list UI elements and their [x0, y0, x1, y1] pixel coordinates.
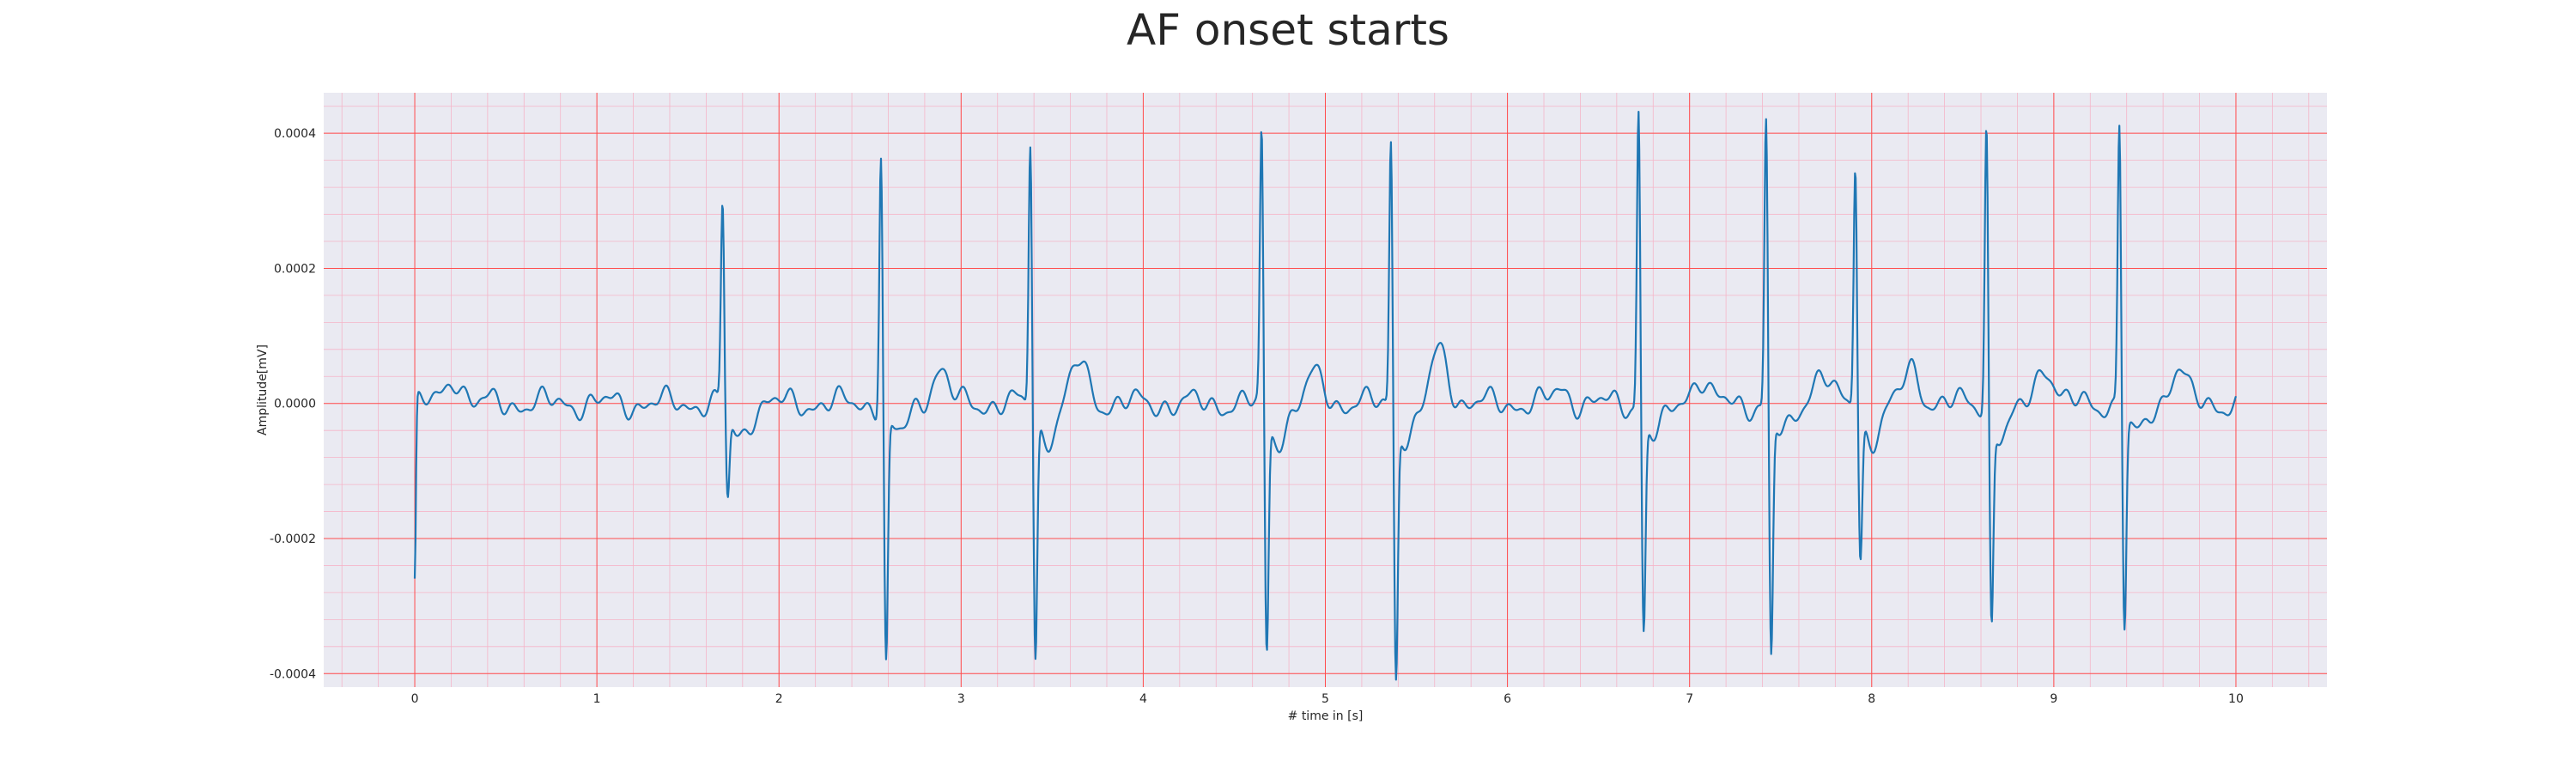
x-tick-label: 9: [2050, 692, 2057, 706]
y-tick-label: -0.0004: [270, 667, 316, 681]
y-tick-label: 0.0004: [274, 127, 316, 141]
x-tick-label: 4: [1139, 692, 1147, 706]
x-tick-label: 5: [1321, 692, 1329, 706]
x-tick-label: 6: [1504, 692, 1511, 706]
x-tick-label: 10: [2228, 692, 2244, 706]
x-tick-label: 8: [1868, 692, 1875, 706]
y-axis-label: Amplitude[mV]: [256, 344, 270, 435]
y-tick-label: -0.0002: [270, 533, 316, 546]
x-tick-label: 2: [775, 692, 783, 706]
signal-series: [413, 111, 2238, 681]
x-tick-label: 0: [411, 692, 419, 706]
y-tick-labels: -0.0004 -0.0002 0.0000 0.0002 0.0004: [270, 127, 316, 681]
chart-title: AF onset starts: [1127, 5, 1449, 55]
x-tick-label: 3: [957, 692, 965, 706]
x-tick-label: 7: [1686, 692, 1693, 706]
x-tick-label: 1: [593, 692, 601, 706]
x-tick-labels: 0 1 2 3 4 5 6 7 8 9 10: [411, 692, 2244, 706]
y-tick-label: 0.0002: [274, 262, 316, 276]
x-axis-label: # time in [s]: [1288, 709, 1364, 723]
y-tick-label: 0.0000: [274, 398, 316, 411]
ecg-line: [413, 111, 2238, 681]
